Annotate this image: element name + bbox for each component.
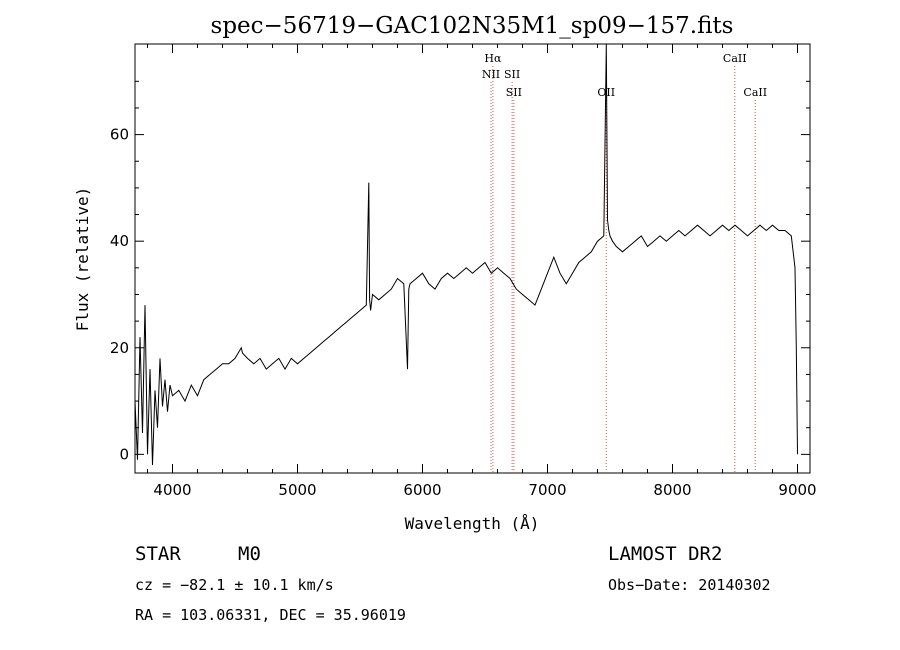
x-tick-label: 9000 [778,481,816,499]
y-tick-label: 20 [110,339,129,357]
plot-frame [134,43,811,474]
x-tick-label: 6000 [403,481,441,499]
y-tick-label: 40 [110,232,129,250]
spectral-line-label: NII [482,68,500,81]
spectral-line-label: Hα [484,52,502,65]
x-tick-label: 8000 [653,481,691,499]
axis-ticks-layer: 4000 5000 6000 7000 8000 9000 0 20 40 60 [110,44,817,499]
spectral-line-label: CaII [723,52,747,65]
object-subclass: M0 [238,543,261,565]
coordinates: RA = 103.06331, DEC = 35.96019 [135,606,406,624]
y-tick-label: 0 [119,445,129,463]
x-tick-label: 5000 [278,481,316,499]
spectral-line-label: CaII [743,86,767,99]
observation-date: Obs−Date: 20140302 [608,576,771,594]
x-tick-label: 4000 [153,481,191,499]
chart-title: spec−56719−GAC102N35M1_sp09−157.fits [211,13,734,39]
redshift-velocity: cz = −82.1 ± 10.1 km/s [135,576,334,594]
spectral-line-label: SII [504,68,520,81]
x-tick-label: 7000 [528,481,566,499]
y-axis-label: Flux (relative) [73,187,92,332]
survey-name: LAMOST DR2 [608,543,722,565]
spectrum-series-line [134,43,798,466]
object-class: STAR [135,543,181,565]
spectral-line-label: SII [506,86,522,99]
y-tick-label: 60 [110,126,129,144]
x-axis-label: Wavelength (Å) [405,514,540,533]
